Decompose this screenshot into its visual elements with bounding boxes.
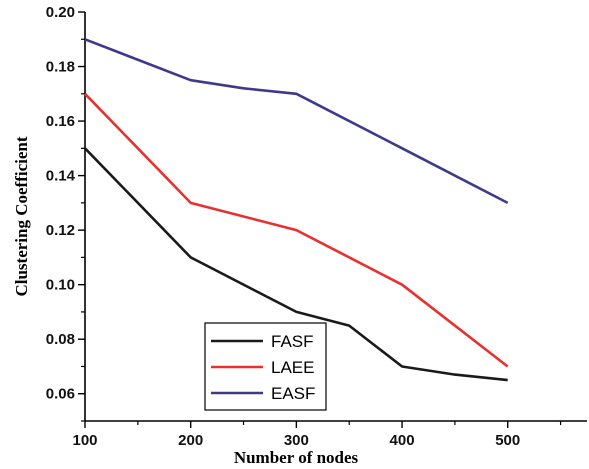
series-layer: [84, 38, 509, 382]
series-line-laee: [84, 92, 509, 368]
y-tick-label: 0.10: [46, 277, 75, 294]
series-line-easf: [84, 38, 509, 205]
legend-label-fasf: FASF: [271, 332, 314, 351]
x-tick-label: 200: [178, 432, 203, 449]
x-tick-label: 100: [72, 432, 97, 449]
y-tick-label: 0.18: [46, 59, 75, 76]
x-tick-label: 400: [390, 432, 415, 449]
x-tick-label: 300: [284, 432, 309, 449]
y-axis-title: Clustering Coefficient: [12, 136, 31, 296]
y-tick-label: 0.12: [46, 222, 75, 239]
legend-label-laee: LAEE: [271, 358, 314, 377]
y-tick-label: 0.20: [46, 4, 75, 21]
y-tick-label: 0.14: [46, 168, 76, 185]
plot-frame: [84, 12, 587, 422]
legend: FASF LAEE EASF: [204, 322, 327, 411]
series-line-fasf: [84, 147, 508, 382]
x-axis: 100 200 300 400 500: [72, 421, 562, 449]
y-tick-label: 0.16: [46, 113, 75, 130]
y-tick-label: 0.06: [46, 386, 75, 403]
x-axis-title: Number of nodes: [234, 448, 359, 467]
x-tick-label: 500: [495, 432, 520, 449]
legend-label-easf: EASF: [271, 384, 315, 403]
y-axis: 0.06 0.08 0.10 0.12 0.14 0.16 0.18 0.20: [46, 4, 85, 422]
y-tick-label: 0.08: [46, 331, 75, 348]
